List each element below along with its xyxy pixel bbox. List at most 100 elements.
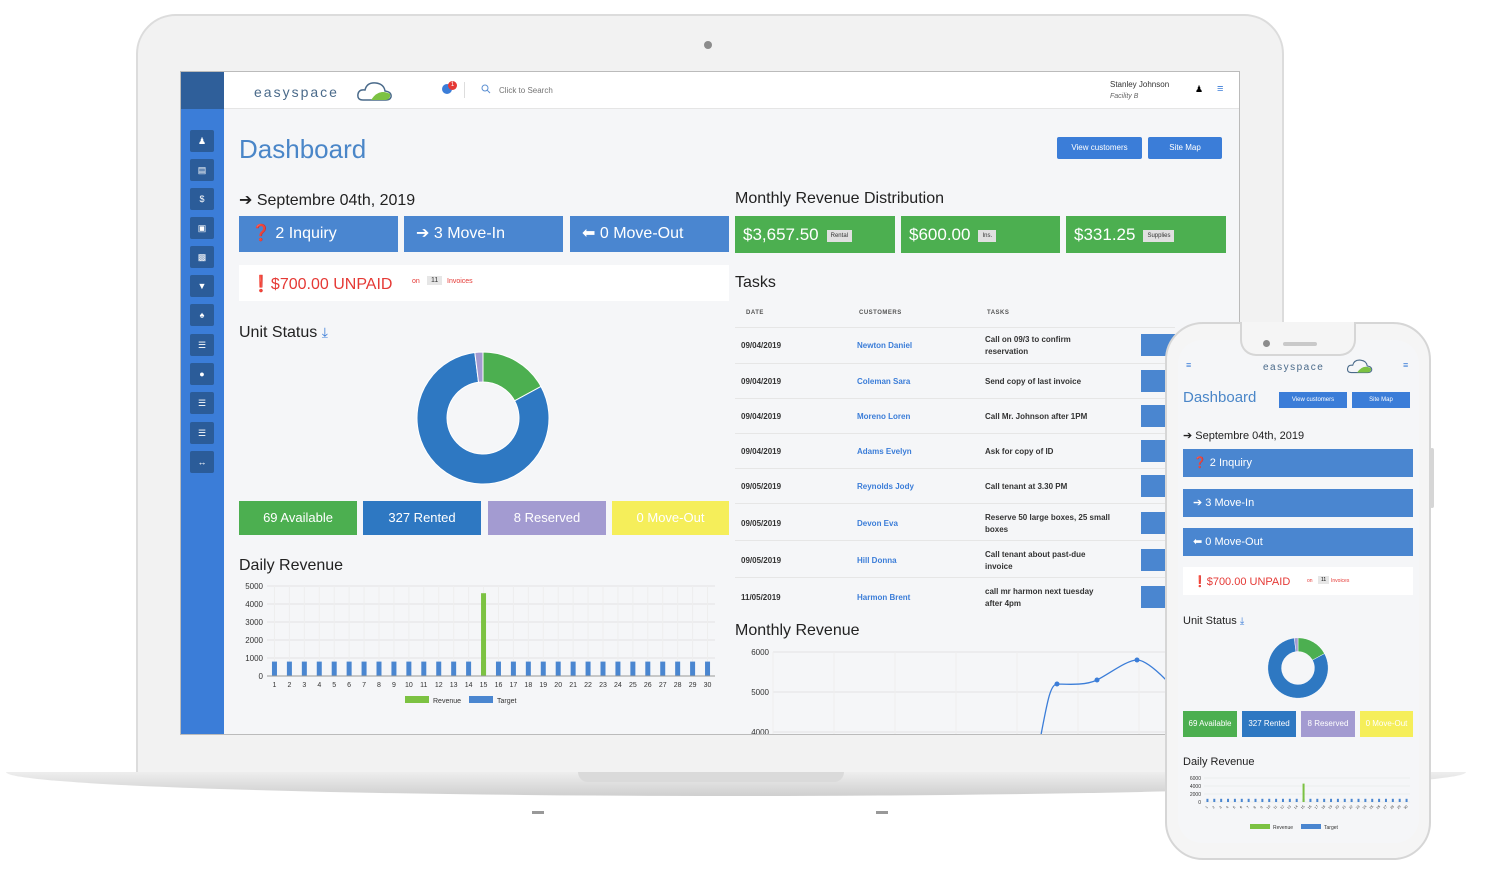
- search-input[interactable]: [499, 82, 679, 98]
- inbox-icon[interactable]: ▩: [190, 246, 214, 268]
- target-bar: [1343, 798, 1346, 802]
- target-bar: [555, 661, 561, 676]
- mobile-rented-button[interactable]: 327 Rented: [1242, 711, 1296, 737]
- download-icon[interactable]: ⤓: [321, 324, 328, 340]
- mobile-reserved-button[interactable]: 8 Reserved: [1301, 711, 1355, 737]
- target-bar: [1275, 798, 1278, 802]
- insurance-tag: Ins.: [978, 229, 997, 242]
- arrow-right-icon: ➔: [1193, 497, 1203, 509]
- x-tick-label: 25: [629, 682, 637, 689]
- cart-icon[interactable]: ▼: [190, 275, 214, 297]
- task-date: 09/05/2019: [741, 482, 782, 491]
- target-bar: [286, 661, 292, 676]
- task-customer-link[interactable]: Newton Daniel: [857, 341, 913, 350]
- view-customers-button[interactable]: View customers: [1057, 137, 1142, 159]
- inquiry-button[interactable]: ❓ 2 Inquiry: [239, 216, 398, 252]
- mobile-move-in-button[interactable]: ➔ 3 Move-In: [1183, 489, 1413, 517]
- unit-status-label: Unit Status: [239, 324, 318, 341]
- mobile-site-map-button[interactable]: Site Map: [1352, 392, 1410, 408]
- unpaid-amount[interactable]: ❗$700.00 UNPAID: [251, 274, 392, 294]
- site-map-button[interactable]: Site Map: [1148, 137, 1222, 159]
- x-tick-label: 30: [1403, 804, 1409, 810]
- donut-slice-rented: [1267, 637, 1329, 699]
- target-bar: [391, 661, 397, 676]
- x-tick-label: 1: [273, 682, 277, 689]
- list-icon[interactable]: ☰: [190, 392, 214, 414]
- dollar-icon[interactable]: $: [190, 188, 214, 210]
- mobile-inquiry-button[interactable]: ❓ 2 Inquiry: [1183, 449, 1413, 477]
- table-icon[interactable]: ☰: [190, 334, 214, 356]
- move-out-button[interactable]: ⬅ 0 Move-Out: [570, 216, 729, 252]
- rented-button[interactable]: 327 Rented: [363, 501, 481, 535]
- unit-status-donut-chart: [416, 351, 550, 485]
- search-icon[interactable]: [481, 84, 491, 94]
- unpaid-panel: ❗$700.00 UNPAID on 11 Invoices: [239, 265, 729, 301]
- tasks-header-tasks: TASKS: [987, 310, 1010, 316]
- task-date: 09/05/2019: [741, 556, 782, 565]
- target-bar: [510, 661, 516, 676]
- task-customer-link[interactable]: Harmon Brent: [857, 593, 911, 602]
- target-bar: [525, 661, 531, 676]
- task-customer-link[interactable]: Devon Eva: [857, 519, 898, 528]
- task-customer-link[interactable]: Adams Evelyn: [857, 447, 912, 456]
- list2-icon[interactable]: ☰: [190, 422, 214, 444]
- mobile-unpaid-text: $700.00 UNPAID: [1206, 576, 1291, 588]
- x-tick-label: 16: [495, 682, 503, 689]
- x-tick-label: 20: [1334, 804, 1340, 810]
- mobile-unpaid-count-badge: 11: [1318, 576, 1330, 584]
- mobile-move-out-status-button[interactable]: 0 Move-Out: [1360, 711, 1413, 737]
- x-tick-label: 4: [1225, 805, 1229, 809]
- laptop-notch: [578, 772, 844, 782]
- y-tick-label: 4000: [751, 728, 769, 735]
- legend-target-swatch: [1301, 824, 1321, 829]
- legend-target-swatch: [469, 696, 493, 703]
- x-tick-label: 23: [1355, 804, 1361, 810]
- task-customer-link[interactable]: Coleman Sara: [857, 377, 911, 386]
- mobile-unpaid-amount[interactable]: ❗$700.00 UNPAID: [1193, 575, 1290, 588]
- x-tick-label: 24: [1362, 804, 1368, 810]
- rental-revenue-card[interactable]: $3,657.50 Rental: [735, 216, 895, 253]
- location-icon[interactable]: ●: [190, 363, 214, 385]
- target-bar: [1350, 798, 1353, 802]
- legend-revenue-label: Revenue: [1273, 825, 1293, 831]
- group-icon[interactable]: ♠: [190, 304, 214, 326]
- mobile-view-customers-button[interactable]: View customers: [1279, 392, 1347, 408]
- target-bar: [316, 661, 322, 676]
- users-icon[interactable]: ♟: [190, 130, 214, 152]
- laptop-foot: [532, 811, 544, 814]
- download-icon[interactable]: ⤓: [1239, 616, 1245, 627]
- x-tick-label: 21: [569, 682, 577, 689]
- mobile-unit-status-title: Unit Status ⤓: [1183, 615, 1244, 627]
- task-customer-link[interactable]: Hill Donna: [857, 556, 897, 565]
- sidebar: ♟ ▤ $ ▣ ▩ ▼ ♠ ☰ ● ☰ ☰ ↔: [181, 72, 224, 734]
- table-row: 09/05/2019 Devon Eva Reserve 50 large bo…: [735, 503, 1175, 538]
- mobile-move-in-label: 3 Move-In: [1205, 497, 1255, 509]
- arrows-icon[interactable]: ↔: [190, 451, 214, 473]
- legend-revenue-swatch: [405, 696, 429, 703]
- legend-revenue-swatch: [1250, 824, 1270, 829]
- mobile-menu-icon[interactable]: ≡: [1403, 360, 1409, 370]
- mobile-available-button[interactable]: 69 Available: [1183, 711, 1237, 737]
- insurance-revenue-card[interactable]: $600.00 Ins.: [901, 216, 1060, 253]
- mobile-unpaid-invoices-label: Invoices: [1331, 578, 1350, 584]
- x-tick-label: 12: [435, 682, 443, 689]
- y-tick-label: 5000: [245, 582, 263, 591]
- menu-icon[interactable]: ≡: [1217, 83, 1224, 95]
- hamburger-menu-icon[interactable]: ≡: [1186, 360, 1192, 370]
- notification-badge: 1: [448, 81, 457, 90]
- y-tick-label: 0: [259, 672, 264, 681]
- supplies-revenue-card[interactable]: $331.25 Supplies: [1066, 216, 1226, 253]
- box-icon[interactable]: ▣: [190, 217, 214, 239]
- target-bar: [675, 661, 681, 676]
- user-icon[interactable]: ♟: [1195, 84, 1204, 94]
- move-out-status-button[interactable]: 0 Move-Out: [612, 501, 729, 535]
- move-in-button[interactable]: ➔ 3 Move-In: [404, 216, 563, 252]
- document-icon[interactable]: ▤: [190, 159, 214, 181]
- available-button[interactable]: 69 Available: [239, 501, 357, 535]
- mobile-move-out-button[interactable]: ⬅ 0 Move-Out: [1183, 528, 1413, 556]
- task-customer-link[interactable]: Moreno Loren: [857, 412, 911, 421]
- reserved-button[interactable]: 8 Reserved: [488, 501, 606, 535]
- table-row: 09/05/2019 Reynolds Jody Call tenant at …: [735, 468, 1175, 503]
- target-bar: [1240, 798, 1243, 802]
- task-customer-link[interactable]: Reynolds Jody: [857, 482, 914, 491]
